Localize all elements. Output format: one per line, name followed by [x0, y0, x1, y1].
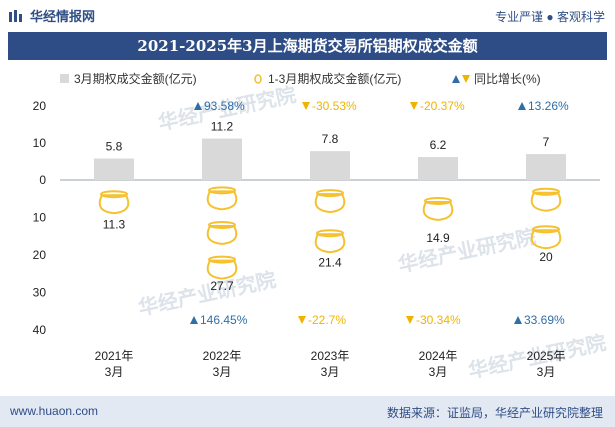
pot-icon [422, 196, 454, 221]
x-tick-label: 2025年 [527, 349, 566, 363]
pot-icon [314, 229, 346, 254]
x-tick-label: 2021年 [95, 349, 134, 363]
growth-q1-label: 146.45% [200, 313, 248, 327]
growth-q1-triangle [190, 316, 198, 324]
tagline: 专业严谨 ● 客观科学 [495, 10, 605, 24]
growth-q1-triangle [406, 316, 414, 324]
data-label-q1: 21.4 [318, 255, 342, 269]
chart-area: 华经产业研究院华经产业研究院华经产业研究院华经产业研究院3月期权成交金额(亿元)… [33, 71, 608, 383]
data-label-march: 5.8 [106, 140, 123, 154]
growth-march-label: 13.26% [528, 99, 569, 113]
x-tick-label: 3月 [537, 365, 556, 379]
y-tick-label: 10 [33, 136, 47, 150]
x-tick-label: 3月 [321, 365, 340, 379]
growth-march-triangle [518, 102, 526, 110]
pot-icon [314, 189, 346, 214]
legend-up-triangle [452, 75, 460, 83]
watermark-1: 华经产业研究院 [396, 224, 538, 277]
title-bar: 2021-2025年3月上海期货交易所铝期权成交金额 [8, 32, 607, 60]
pot-icon [206, 255, 238, 280]
pot-icon [206, 220, 238, 245]
data-label-march: 6.2 [430, 138, 447, 152]
bar-march [310, 151, 350, 180]
logo-bars-icon [9, 9, 22, 22]
data-label-q1: 14.9 [426, 231, 450, 245]
y-tick-label: 10 [33, 211, 47, 225]
legend-label-march: 3月期权成交金额(亿元) [74, 71, 197, 86]
top-bar: 华经情报网 专业严谨 ● 客观科学 [0, 0, 615, 32]
y-tick-label: 30 [33, 286, 47, 300]
brand-name: 华经情报网 [30, 9, 96, 24]
growth-q1-triangle [298, 316, 306, 324]
growth-q1-label: -30.34% [416, 313, 461, 327]
chart-title: 2021-2025年3月上海期货交易所铝期权成交金额 [137, 37, 478, 55]
legend-down-triangle [462, 75, 470, 83]
y-tick-label: 40 [33, 323, 47, 337]
brand[interactable]: 华经情报网 [8, 6, 95, 25]
growth-q1-label: 33.69% [524, 313, 565, 327]
growth-march-label: -30.53% [312, 99, 357, 113]
pot-icon [206, 186, 238, 211]
legend-swatch-march [60, 74, 69, 83]
y-tick-label: 20 [33, 99, 47, 113]
bar-march [526, 154, 566, 180]
data-label-march: 7.8 [322, 132, 339, 146]
growth-march-triangle [194, 102, 202, 110]
data-source: 数据来源：证监局，华经产业研究院整理 [386, 406, 603, 420]
pot-icon [530, 225, 562, 250]
growth-march-label: 93.58% [204, 99, 245, 113]
data-label-march: 11.2 [211, 120, 234, 134]
x-tick-label: 2022年 [203, 349, 242, 363]
x-tick-label: 3月 [429, 365, 448, 379]
data-label-q1: 27.7 [210, 279, 234, 293]
pot-icon [530, 187, 562, 212]
legend-label-q1: 1-3月期权成交金额(亿元) [268, 71, 401, 86]
growth-q1-label: -22.7% [308, 313, 346, 327]
legend-swatch-q1 [254, 74, 262, 84]
growth-q1-triangle [514, 316, 522, 324]
data-label-q1: 20 [539, 250, 553, 264]
y-tick-label: 20 [33, 248, 47, 262]
growth-march-label: -20.37% [420, 99, 465, 113]
x-tick-label: 3月 [213, 365, 232, 379]
x-tick-label: 2024年 [419, 349, 458, 363]
growth-march-triangle [302, 102, 310, 110]
x-tick-label: 2023年 [311, 349, 350, 363]
bar-march [418, 157, 458, 180]
bar-march [94, 158, 134, 180]
y-tick-label: 0 [39, 173, 46, 187]
x-tick-label: 3月 [105, 365, 124, 379]
bar-march [202, 138, 242, 180]
data-label-q1: 11.3 [103, 217, 126, 231]
data-label-march: 7 [543, 135, 550, 149]
watermark-0: 华经产业研究院 [136, 267, 278, 320]
legend-label-growth: 同比增长(%) [474, 72, 541, 86]
website-link[interactable]: www.huaon.com [10, 404, 99, 418]
footer-bar: www.huaon.com 数据来源：证监局，华经产业研究院整理 [0, 396, 615, 427]
growth-march-triangle [410, 102, 418, 110]
pot-icon [98, 190, 130, 215]
